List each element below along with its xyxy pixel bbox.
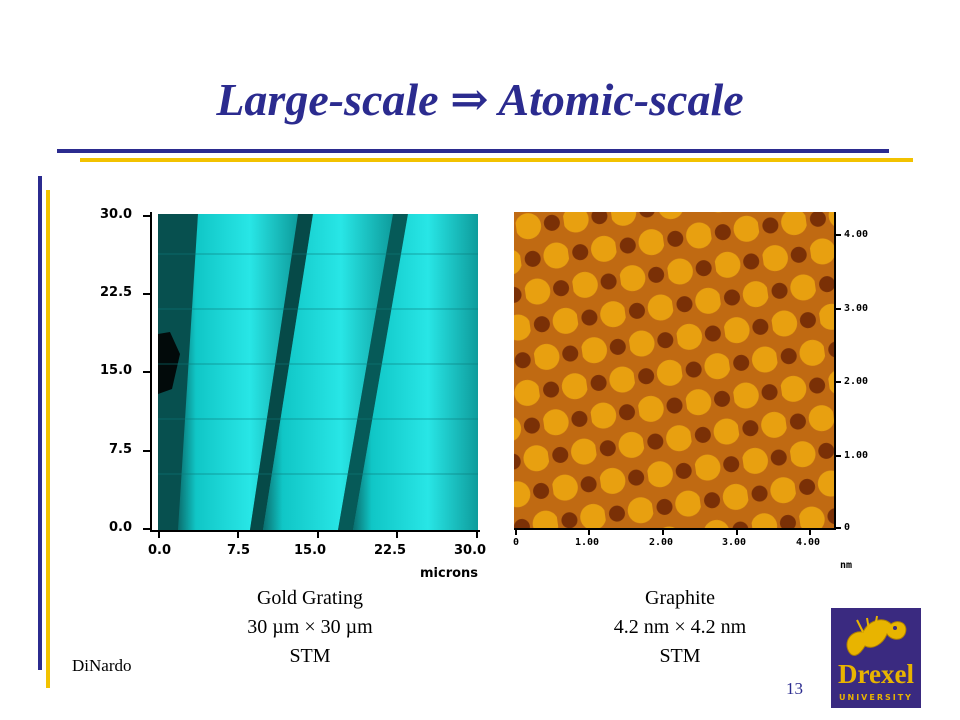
page-number: 13 bbox=[786, 679, 803, 698]
left-y-tick-label: 7.5 bbox=[109, 442, 133, 457]
left-x-tick bbox=[237, 531, 239, 538]
title-rule-blue bbox=[57, 149, 889, 153]
left-y-tick bbox=[143, 371, 151, 373]
left-y-tick bbox=[143, 450, 151, 452]
right-x-unit-label: nm bbox=[840, 560, 853, 571]
right-y-tick-label: 2.00 bbox=[844, 376, 869, 387]
left-caption: Gold Grating 30 µm × 30 µm STM bbox=[190, 584, 430, 671]
left-y-axis-line bbox=[150, 212, 152, 530]
right-caption-method: STM bbox=[659, 645, 701, 667]
right-x-tick bbox=[515, 529, 517, 535]
left-x-tick-label: 22.5 bbox=[374, 543, 407, 558]
gold-grating-stm-image bbox=[158, 214, 478, 530]
left-x-tick bbox=[158, 531, 160, 538]
author-name: DiNardo bbox=[72, 656, 132, 675]
right-x-tick bbox=[588, 529, 590, 535]
left-y-tick-label: 15.0 bbox=[100, 363, 133, 378]
left-y-tick-label: 22.5 bbox=[100, 285, 133, 300]
right-caption: Graphite 4.2 nm × 4.2 nm STM bbox=[560, 584, 800, 671]
left-x-tick-label: 7.5 bbox=[227, 543, 251, 558]
dragon-icon bbox=[846, 615, 907, 656]
right-y-tick bbox=[835, 308, 841, 310]
right-y-tick bbox=[835, 234, 841, 236]
left-x-tick-label: 30.0 bbox=[454, 543, 487, 558]
left-caption-sample: Gold Grating bbox=[256, 587, 364, 609]
drexel-logo: Drexel UNIVERSITY bbox=[831, 608, 921, 708]
left-x-unit-label: microns bbox=[420, 566, 479, 581]
left-x-tick bbox=[317, 531, 319, 538]
left-x-axis-line bbox=[150, 530, 480, 532]
right-x-tick bbox=[809, 529, 811, 535]
left-x-tick bbox=[476, 531, 478, 538]
title-rule-gold bbox=[80, 158, 913, 162]
slide-title: Large-scale ⇒ Atomic-scale bbox=[216, 74, 744, 125]
logo-subtitle: UNIVERSITY bbox=[839, 693, 913, 702]
right-y-tick-label: 4.00 bbox=[844, 229, 869, 240]
right-caption-sample: Graphite bbox=[645, 587, 715, 609]
left-caption-method: STM bbox=[289, 645, 331, 667]
left-x-tick-label: 0.0 bbox=[148, 543, 172, 558]
left-y-tick bbox=[143, 293, 151, 295]
left-y-tick-label: 30.0 bbox=[100, 207, 133, 222]
right-y-tick bbox=[835, 381, 841, 383]
logo-wordmark: Drexel bbox=[838, 659, 914, 689]
side-bar-gold bbox=[46, 190, 50, 688]
right-y-tick-label: 0 bbox=[844, 522, 851, 533]
left-x-tick bbox=[396, 531, 398, 538]
right-y-tick bbox=[835, 455, 841, 457]
right-x-tick-label: 3.00 bbox=[722, 537, 747, 548]
right-x-tick bbox=[736, 529, 738, 535]
left-y-tick-label: 0.0 bbox=[109, 520, 133, 535]
right-y-tick-label: 1.00 bbox=[844, 450, 869, 461]
right-x-tick-label: 0 bbox=[513, 537, 520, 548]
side-bar-blue bbox=[38, 176, 42, 670]
right-y-axis-line bbox=[834, 212, 836, 530]
right-y-tick bbox=[835, 527, 841, 529]
left-x-tick-label: 15.0 bbox=[294, 543, 327, 558]
right-caption-size: 4.2 nm × 4.2 nm bbox=[613, 616, 747, 638]
left-y-tick bbox=[143, 215, 151, 217]
graphite-stm-image bbox=[514, 212, 834, 528]
right-y-tick-label: 3.00 bbox=[844, 303, 869, 314]
right-x-tick-label: 1.00 bbox=[575, 537, 600, 548]
left-y-tick bbox=[143, 528, 151, 530]
left-caption-size: 30 µm × 30 µm bbox=[247, 616, 373, 638]
right-x-axis-line bbox=[514, 528, 836, 530]
right-x-tick-label: 2.00 bbox=[649, 537, 674, 548]
right-x-tick-label: 4.00 bbox=[796, 537, 821, 548]
right-x-tick bbox=[662, 529, 664, 535]
